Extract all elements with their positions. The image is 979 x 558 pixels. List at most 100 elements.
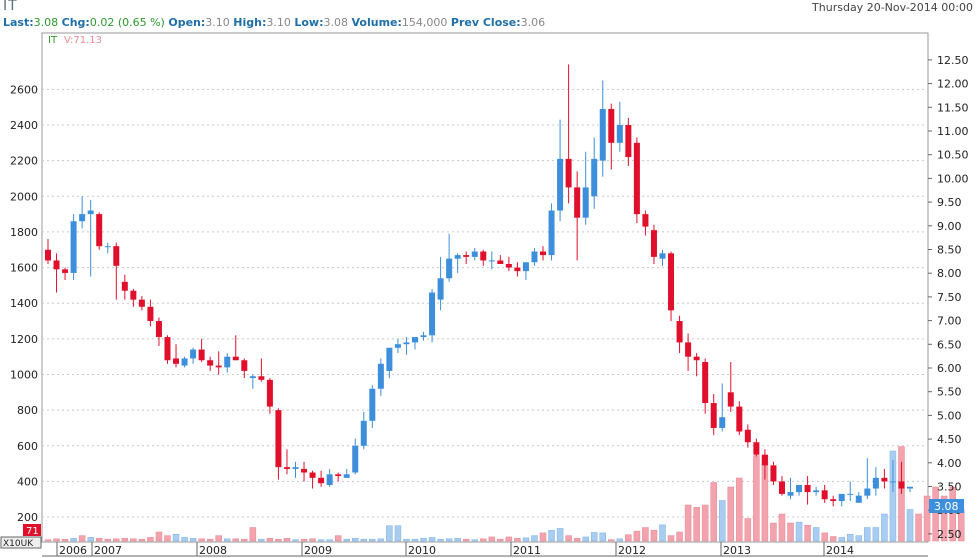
left-tick-label: 2600 — [10, 83, 38, 96]
candle-body — [830, 499, 837, 502]
volume-bar — [283, 538, 291, 542]
volume-value: 154,000 — [401, 16, 448, 29]
volume-bar — [471, 539, 478, 542]
volume-bar — [821, 532, 828, 542]
candle-body — [591, 158, 598, 197]
candle-body — [62, 269, 69, 273]
volume-bar — [522, 537, 530, 542]
left-tick-label: 800 — [17, 404, 38, 417]
volume-bar — [164, 535, 171, 542]
volume-bar — [326, 539, 333, 542]
right-tick-label: 12.00 — [937, 78, 969, 91]
candle-body — [463, 255, 470, 257]
candle-body — [889, 481, 896, 483]
candle-body — [702, 362, 709, 404]
volume-bar — [428, 537, 436, 542]
volume-bar — [113, 538, 120, 542]
legend-volume: V:71.13 — [64, 35, 102, 46]
volume-bar — [659, 524, 666, 542]
volume-bar — [386, 525, 393, 542]
volume-bar — [770, 522, 777, 542]
volume-bar — [223, 538, 231, 542]
right-tick-label: 10.00 — [937, 172, 969, 185]
volume-bar — [377, 538, 385, 542]
volume-bar — [480, 538, 487, 542]
right-tick-label: 8.00 — [937, 267, 962, 280]
volume-label: Volume: — [351, 16, 402, 29]
x-tick-label: 2012 — [618, 544, 646, 557]
candle-body — [736, 406, 743, 432]
volume-bar — [539, 532, 547, 542]
volume-bar — [44, 539, 52, 542]
volume-bar — [266, 538, 274, 542]
candle-body — [232, 356, 239, 361]
right-tick-label: 7.00 — [937, 315, 962, 328]
volume-bar — [181, 537, 188, 542]
high-label: High: — [233, 16, 267, 29]
candle-body — [70, 221, 77, 273]
right-tick-label: 11.00 — [937, 125, 969, 138]
volume-bar — [804, 525, 811, 542]
candle-body — [79, 214, 86, 222]
volume-bar — [889, 450, 897, 542]
candle-body — [787, 492, 794, 496]
volume-bar — [300, 538, 308, 542]
candle-body — [847, 493, 854, 495]
high-value: 3.10 — [266, 16, 291, 29]
last-price-text: 3.08 — [934, 500, 959, 513]
volume-bar — [497, 538, 504, 542]
candle-body — [804, 484, 811, 493]
volume-value-badge — [23, 524, 41, 536]
candle-body — [514, 267, 521, 272]
volume-bar — [855, 535, 863, 542]
candle-body — [480, 251, 487, 261]
x-tick-label: 2006 — [59, 544, 87, 557]
candle-body — [403, 342, 410, 345]
candle-body — [770, 465, 777, 482]
right-axis: 2.503.003.504.004.505.005.506.006.507.00… — [928, 54, 969, 541]
low-label: Low: — [294, 16, 324, 29]
volume-bar — [727, 486, 735, 542]
candle-body — [343, 474, 350, 478]
volume-bar — [505, 536, 513, 542]
candle-body — [471, 251, 478, 257]
candle-body — [164, 337, 171, 361]
right-tick-label: 6.50 — [937, 338, 962, 351]
candle-body — [335, 474, 342, 477]
left-tick-label: 200 — [17, 511, 38, 524]
volume-bar — [795, 521, 803, 542]
volume-bar — [949, 486, 956, 542]
candle-body — [650, 230, 657, 257]
volume-bar — [70, 538, 77, 542]
right-tick-label: 9.00 — [937, 220, 962, 233]
right-tick-label: 5.50 — [937, 386, 962, 399]
volume-unit-text: X10UK — [3, 539, 34, 549]
candle-body — [796, 484, 803, 493]
volume-bar — [684, 504, 692, 542]
date-label: Thursday 20-Nov-2014 00:00 — [812, 1, 973, 14]
candle-body — [326, 474, 333, 485]
volume-bar — [650, 529, 658, 542]
volume-bar — [104, 538, 111, 542]
volume-bar — [616, 538, 624, 542]
right-tick-label: 8.50 — [937, 243, 962, 256]
left-tick-label: 2000 — [10, 190, 38, 203]
candle-body — [881, 477, 888, 482]
left-axis: 200 400 600 800 1000 1200 1400 1600 1800 2000 2200… — [10, 83, 38, 524]
candle-body — [377, 363, 384, 389]
volume-bar — [812, 527, 820, 542]
candles — [45, 64, 913, 507]
candle-body — [488, 260, 495, 262]
last-price-badge — [929, 499, 964, 513]
volume-bar — [736, 477, 743, 542]
volume-bar — [787, 522, 794, 542]
volume-bar — [121, 538, 129, 542]
candle-body — [813, 490, 820, 493]
right-tick-label: 5.00 — [937, 409, 962, 422]
x-tick-label: 2008 — [199, 544, 227, 557]
candle-body — [761, 454, 768, 466]
quote-bar: Last:3.08 Chg:0.02 (0.65 %) Open:3.10 Hi… — [3, 16, 545, 29]
candle-body — [838, 493, 845, 502]
candle-body — [574, 187, 581, 218]
